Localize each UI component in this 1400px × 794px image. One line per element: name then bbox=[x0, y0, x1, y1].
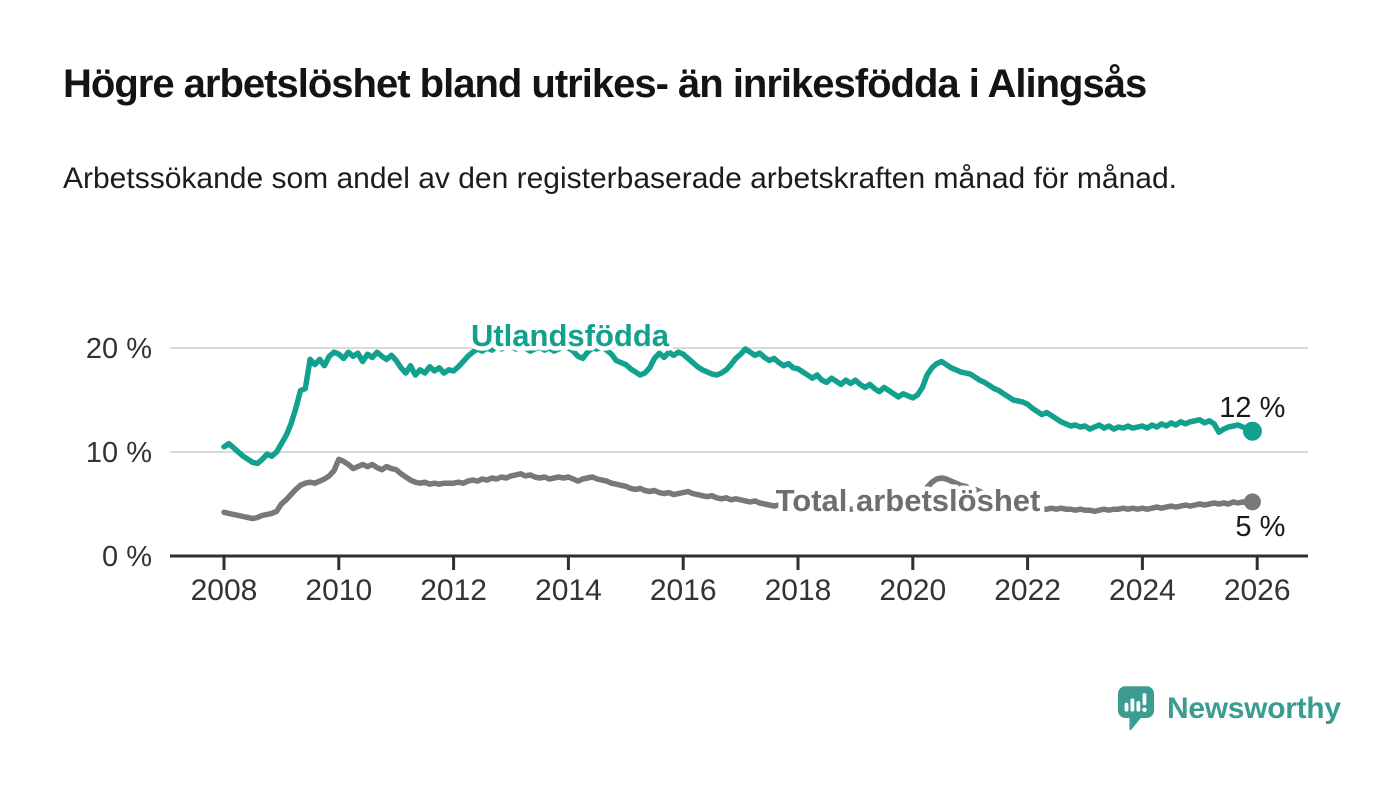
chart-subtitle: Arbetssökande som andel av den registerb… bbox=[63, 162, 1177, 195]
x-axis-label-2024: 2024 bbox=[1109, 574, 1176, 607]
newsworthy-logo-icon bbox=[1118, 686, 1154, 731]
series-line-utlandsf-dda bbox=[221, 342, 1256, 467]
x-axis-label-2008: 2008 bbox=[191, 574, 258, 607]
x-axis-label-2022: 2022 bbox=[994, 574, 1061, 607]
x-axis-label-2026: 2026 bbox=[1224, 574, 1291, 607]
newsworthy-logo-text: Newsworthy bbox=[1167, 692, 1341, 725]
x-axis-label-2016: 2016 bbox=[650, 574, 717, 607]
y-axis-label-10: 10 % bbox=[86, 437, 152, 469]
newsworthy-logo: Newsworthy bbox=[1118, 686, 1341, 732]
y-axis-label-0: 0 % bbox=[102, 541, 152, 573]
x-axis-label-2010: 2010 bbox=[305, 574, 372, 607]
chart-title: Högre arbetslöshet bland utrikes- än inr… bbox=[63, 62, 1147, 106]
series-end-label-utlandsf-dda: 12 % bbox=[1219, 392, 1285, 424]
x-axis-label-2012: 2012 bbox=[420, 574, 487, 607]
series-end-label-total-arbetsl-shet: 5 % bbox=[1235, 511, 1285, 543]
series-line-total-arbetsl-shet bbox=[221, 456, 1256, 522]
x-axis-label-2020: 2020 bbox=[879, 574, 946, 607]
y-axis-label-20: 20 % bbox=[86, 333, 152, 365]
x-axis-label-2018: 2018 bbox=[765, 574, 832, 607]
series-label-total-arbetsl-shet: Total arbetslöshet bbox=[776, 483, 1041, 518]
x-axis-label-2014: 2014 bbox=[535, 574, 602, 607]
series-end-dot-utlandsf-dda bbox=[1242, 421, 1262, 441]
series-label-utlandsf-dda: Utlandsfödda bbox=[471, 318, 670, 353]
series-end-dot-total-arbetsl-shet bbox=[1243, 493, 1261, 511]
